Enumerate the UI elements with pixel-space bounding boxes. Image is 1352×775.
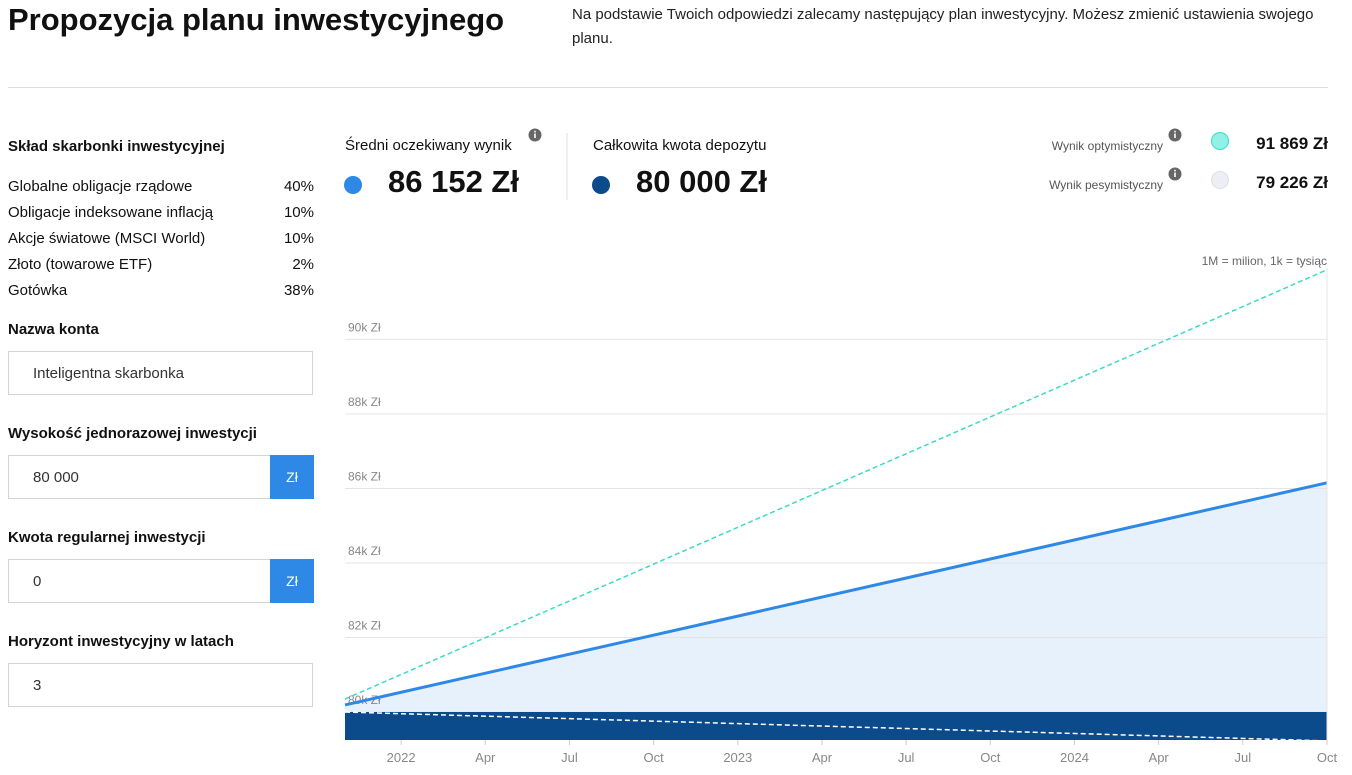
y-tick-label: 82k Zł bbox=[348, 619, 381, 633]
x-tick-label: 2024 bbox=[1060, 750, 1089, 765]
composition-row: Gotówka 38% bbox=[8, 281, 314, 307]
chart-note: 1M = milion, 1k = tysiąc bbox=[1202, 254, 1327, 268]
scenario-line bbox=[344, 269, 1328, 700]
stat-marker bbox=[1211, 171, 1229, 189]
x-tick-label: 2022 bbox=[387, 750, 416, 765]
asset-share: 10% bbox=[283, 230, 314, 247]
composition-list: Globalne obligacje rządowe 40% Obligacje i… bbox=[8, 177, 314, 307]
stat-dot bbox=[592, 176, 610, 194]
asset-share: 38% bbox=[283, 282, 314, 299]
asset-name: Gotówka bbox=[8, 282, 68, 299]
page-title: Propozycja planu inwestycyjnego bbox=[8, 2, 505, 37]
stat-dot bbox=[344, 176, 362, 194]
description: Na podstawie Twoich odpowiedzi zalecamy … bbox=[572, 6, 1314, 47]
asset-name: Złoto (towarowe ETF) bbox=[8, 256, 153, 273]
asset-name: Obligacje indeksowane inflacją bbox=[8, 204, 214, 221]
expected-area bbox=[345, 482, 1327, 740]
asset-name: Globalne obligacje rządowe bbox=[8, 178, 193, 195]
info-icon bbox=[528, 128, 542, 142]
x-tick-label: Jul bbox=[898, 750, 915, 765]
stat-label: Średni oczekiwany wynik bbox=[345, 137, 512, 154]
section-title: Skład skarbonki inwestycyjnej bbox=[8, 138, 225, 155]
field-label: Nazwa konta bbox=[8, 321, 99, 338]
x-tick-label: 2023 bbox=[723, 750, 752, 765]
x-tick-label: Jul bbox=[1235, 750, 1252, 765]
stat-value: 91 869 Zł bbox=[1256, 134, 1328, 153]
text-input[interactable]: 80 000 bbox=[8, 455, 313, 499]
stat-marker bbox=[1211, 132, 1229, 150]
stat-label: Wynik pesymistyczny bbox=[1049, 178, 1163, 192]
field-label: Wysokość jednorazowej inwestycji bbox=[8, 425, 257, 442]
y-tick-label: 88k Zł bbox=[348, 395, 381, 409]
scenario-line bbox=[344, 711, 1328, 742]
x-tick-label: Apr bbox=[475, 750, 496, 765]
y-tick-label: 90k Zł bbox=[348, 320, 381, 334]
stat-label: Całkowita kwota depozytu bbox=[593, 137, 767, 154]
asset-name: Akcje światowe (MSCI World) bbox=[8, 230, 206, 247]
info-icon bbox=[1168, 167, 1182, 181]
composition-row: Akcje światowe (MSCI World) 10% bbox=[8, 229, 314, 255]
x-tick-label: Apr bbox=[1149, 750, 1170, 765]
text-input[interactable]: 0 bbox=[8, 559, 313, 603]
y-tick-label: 86k Zł bbox=[348, 469, 381, 483]
stat-value: 80 000 Zł bbox=[636, 164, 767, 199]
x-tick-label: Oct bbox=[644, 750, 665, 765]
text-input[interactable]: 3 bbox=[8, 663, 313, 707]
asset-share: 40% bbox=[283, 178, 314, 195]
asset-share: 10% bbox=[283, 204, 314, 221]
unit-button[interactable]: Zł bbox=[270, 455, 314, 499]
x-tick-label: Oct bbox=[980, 750, 1001, 765]
stat-value: 79 226 Zł bbox=[1256, 173, 1328, 192]
separator bbox=[8, 87, 1328, 88]
asset-share: 2% bbox=[292, 256, 314, 273]
stat-label: Wynik optymistyczny bbox=[1051, 139, 1163, 153]
field-label: Kwota regularnej inwestycji bbox=[8, 529, 206, 546]
x-tick-label: Oct bbox=[1317, 750, 1338, 765]
x-tick-label: Jul bbox=[561, 750, 578, 765]
y-tick-label: 84k Zł bbox=[348, 544, 381, 558]
expected-line bbox=[344, 481, 1328, 707]
composition-row: Globalne obligacje rządowe 40% bbox=[8, 177, 314, 203]
text-input[interactable]: Inteligentna skarbonka bbox=[8, 351, 313, 395]
unit-button[interactable]: Zł bbox=[270, 559, 314, 603]
composition-row: Złoto (towarowe ETF) 2% bbox=[8, 255, 314, 281]
field-label: Horyzont inwestycyjny w latach bbox=[8, 633, 234, 650]
stat-value: 86 152 Zł bbox=[388, 164, 519, 199]
x-tick-label: Apr bbox=[812, 750, 833, 765]
info-icon bbox=[1168, 128, 1182, 142]
composition-row: Obligacje indeksowane inflacją 10% bbox=[8, 203, 314, 229]
